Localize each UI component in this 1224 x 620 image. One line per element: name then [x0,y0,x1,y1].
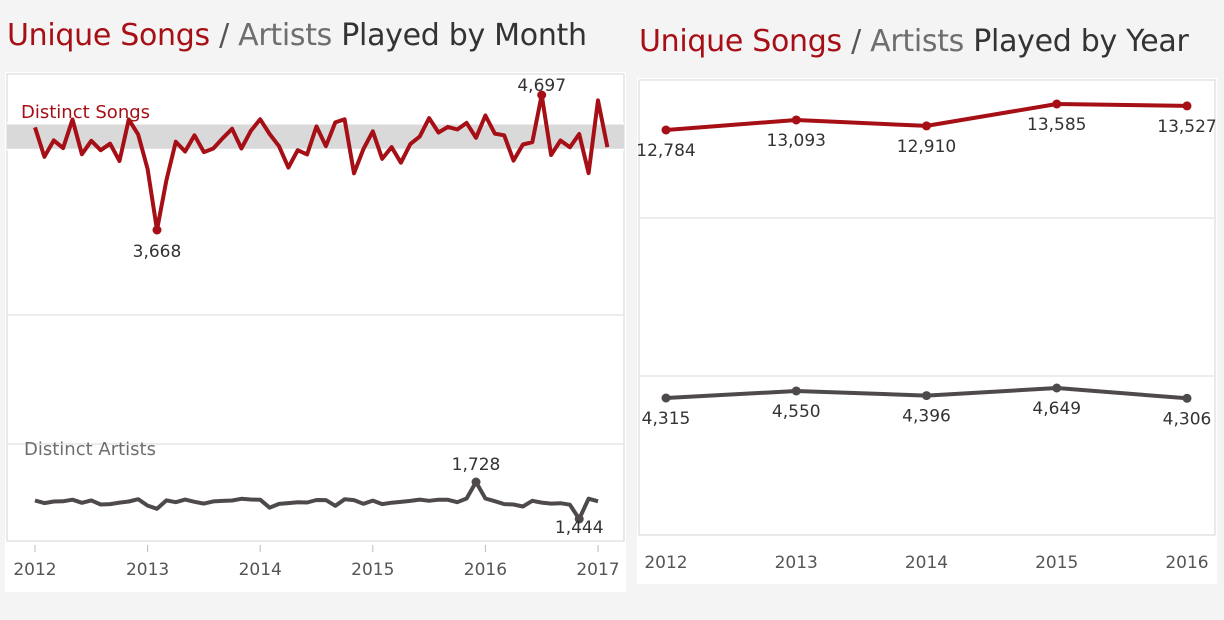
series-line [34,480,599,521]
yearly-chart-title: Unique Songs / Artists Played by Year [639,24,1189,59]
data-label: 13,527 [1157,117,1216,137]
title-slash: / [841,24,871,59]
x-tick-label: 2014 [905,553,948,573]
x-tick-label: 2013 [126,560,169,580]
x-tick-label: 2015 [351,560,394,580]
title-songs-word: Unique Songs [7,18,210,53]
songs-min-label: 3,668 [133,242,182,262]
artists-max-label: 1,728 [452,455,501,475]
monthly-songs-series: 3,668 4,697 [33,76,610,262]
data-label: 4,315 [642,409,691,429]
x-tick-label: 2017 [576,560,619,580]
title-rest: Played by Year [964,24,1189,59]
data-label: 4,396 [902,407,951,427]
songs-series-header: Distinct Songs [21,102,150,123]
monthly-chart: Distinct Songs Distinct Artists 2012 2013… [5,72,626,592]
series-line [33,93,610,232]
x-tick-label: 2012 [644,553,687,573]
title-artists-word: Artists [870,24,965,59]
title-songs-word: Unique Songs [639,24,842,59]
data-point [922,121,931,131]
title-rest: Played by Month [332,18,587,53]
data-point [661,125,671,135]
data-point [152,225,162,235]
monthly-chart-title: Unique Songs / Artists Played by Month [7,18,587,53]
yearly-songs-series: 12,784 13,093 12,910 13,585 13,527 [636,99,1217,161]
yearly-plot-frame [638,79,1216,536]
monthly-x-axis: 2012 2013 2014 2015 2016 2017 [13,545,620,580]
data-point [574,514,584,524]
x-tick-label: 2015 [1035,553,1078,573]
artists-min-label: 1,444 [555,518,604,538]
data-label: 13,585 [1027,115,1086,135]
data-point [471,477,481,487]
x-tick-label: 2012 [13,560,56,580]
data-point [537,90,547,100]
title-slash: / [209,18,239,53]
data-point [1052,383,1062,393]
data-point [791,115,801,125]
data-point [661,393,671,403]
data-label: 12,784 [636,141,695,161]
data-label: 4,550 [772,402,821,422]
yearly-chart-background [637,78,1217,584]
data-label: 4,649 [1032,399,1081,419]
data-label: 12,910 [897,137,956,157]
x-tick-label: 2014 [239,560,282,580]
data-point [922,391,931,401]
monthly-artists-series: 1,728 1,444 [34,455,604,538]
x-tick-label: 2016 [1165,553,1208,573]
yearly-artists-series: 4,315 4,550 4,396 4,649 4,306 [642,383,1212,429]
x-tick-label: 2013 [775,553,818,573]
data-label: 4,306 [1163,409,1212,429]
data-label: 13,093 [767,131,826,151]
monthly-plot-frame [6,73,625,542]
artists-series-header: Distinct Artists [24,439,156,460]
x-tick-label: 2016 [464,560,507,580]
songs-max-label: 4,697 [517,76,566,96]
data-point [1182,393,1192,403]
title-artists-word: Artists [238,18,333,53]
data-point [791,386,801,396]
data-point [1052,99,1062,109]
data-point [1182,101,1192,111]
yearly-x-axis: 2012 2013 2014 2015 2016 [644,553,1208,573]
